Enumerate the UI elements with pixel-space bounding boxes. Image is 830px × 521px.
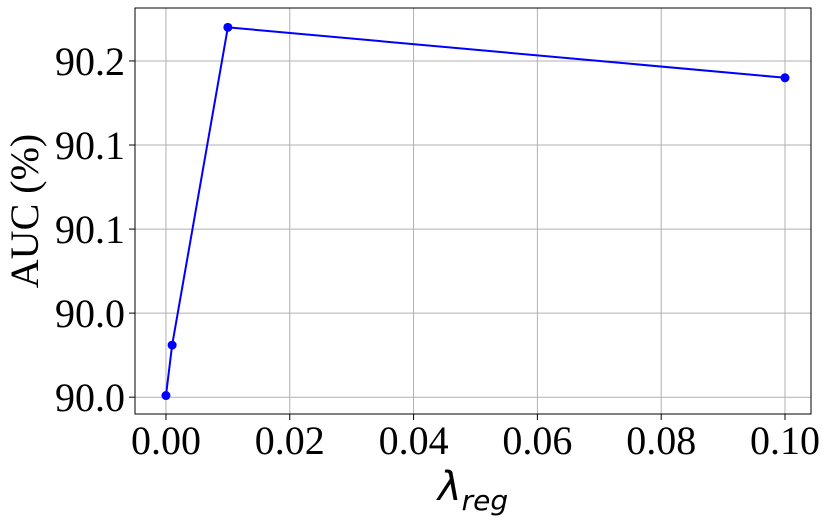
y-tick-label: 90.0	[55, 291, 125, 336]
y-tick-label: 90.0	[55, 375, 125, 420]
x-tick-label: 0.10	[750, 418, 820, 463]
y-axis-label: AUC (%)	[2, 134, 47, 288]
plot-frame	[134, 7, 812, 415]
y-tick-label: 90.2	[55, 39, 125, 84]
marker	[167, 340, 177, 350]
marker	[223, 22, 233, 32]
x-tick-label: 0.02	[255, 418, 325, 463]
x-axis-label-sub: reg	[462, 484, 509, 517]
x-axis-label: λreg	[436, 464, 508, 517]
marker	[161, 391, 171, 401]
x-tick-label: 0.08	[626, 418, 696, 463]
y-tick-label: 90.1	[55, 123, 125, 168]
y-tick-label: 90.1	[55, 207, 125, 252]
x-tick-label: 0.06	[502, 418, 572, 463]
marker	[780, 73, 790, 83]
x-axis-label-base: λ	[436, 464, 462, 510]
x-tick-label: 0.00	[131, 418, 201, 463]
x-tick-label: 0.04	[379, 418, 449, 463]
line	[164, 26, 786, 396]
